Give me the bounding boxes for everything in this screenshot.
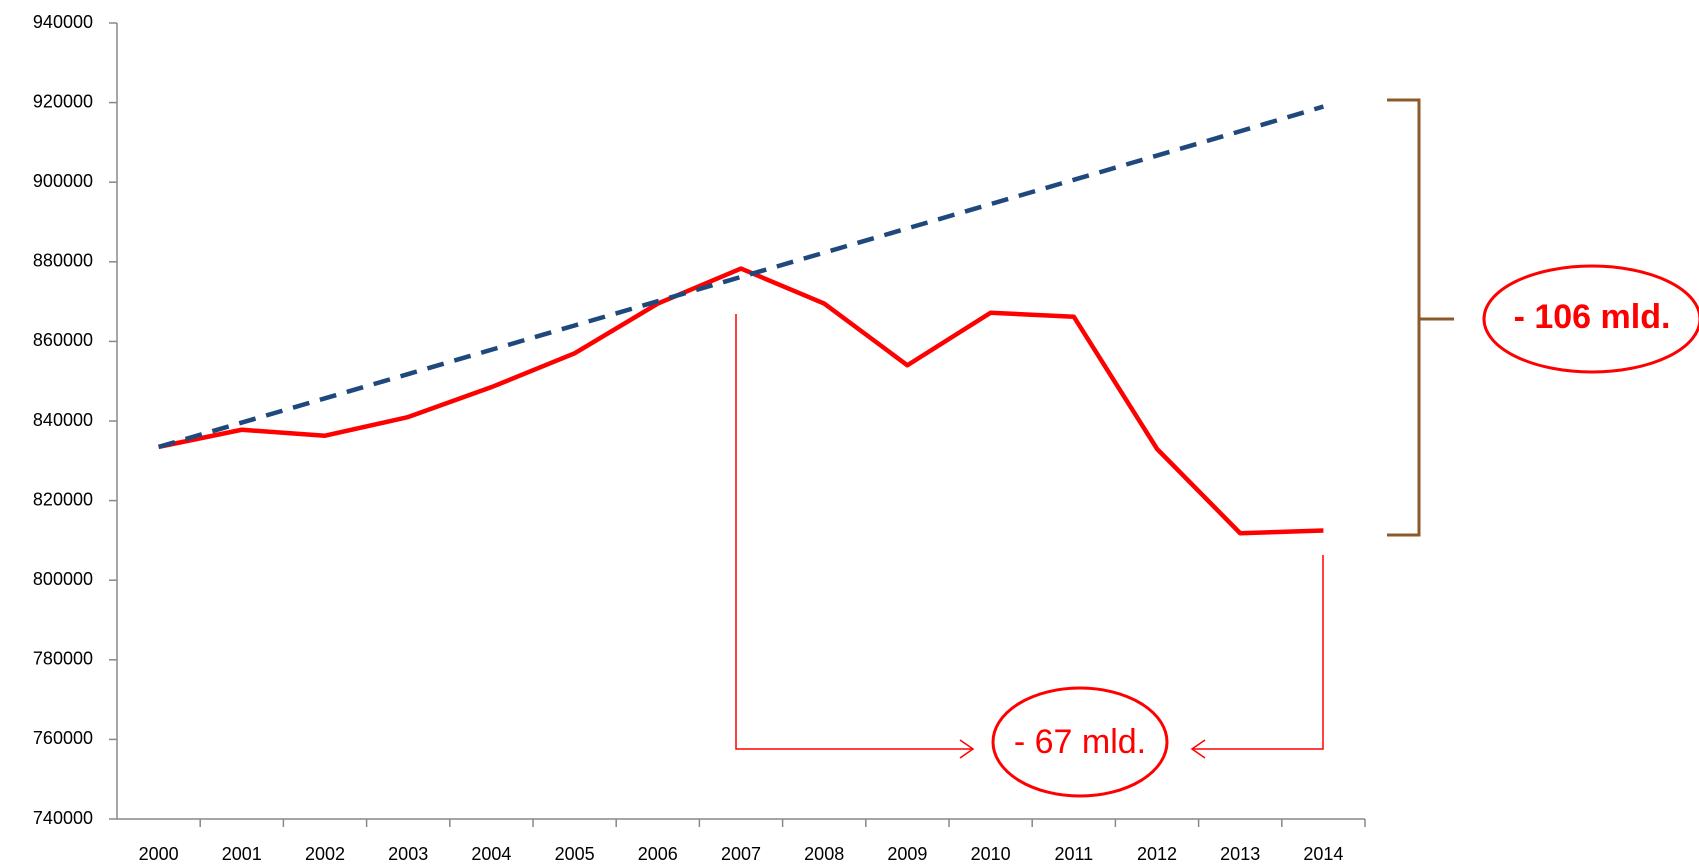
annotation: - 106 mld. (1514, 298, 1671, 336)
x-tick-label: 2000 (139, 844, 179, 864)
series-line (158, 266, 1324, 536)
y-tick-label: 820000 (33, 489, 93, 509)
y-tick-label: 860000 (33, 330, 93, 350)
y-tick-label: 780000 (33, 649, 93, 669)
bracket (1387, 98, 1454, 537)
x-tick-label: 2011 (1054, 844, 1093, 864)
y-tick-label: 880000 (33, 251, 93, 271)
y-tick-label: 800000 (33, 569, 93, 589)
annotation-ellipse (991, 686, 1169, 798)
annotation-ellipse (1482, 264, 1699, 374)
y-tick-label: 840000 (33, 410, 93, 430)
y-tick-label: 740000 (33, 808, 93, 828)
x-tick-label: 2005 (555, 844, 595, 864)
x-tick-label: 2012 (1137, 844, 1177, 864)
x-tick-label: 2008 (804, 844, 844, 864)
x-tick-label: 2014 (1303, 844, 1343, 864)
annotation: - 67 mld. (1014, 723, 1146, 761)
x-tick-label: 2010 (971, 844, 1011, 864)
y-tick-label: 940000 (33, 12, 93, 32)
series-line (157, 104, 1325, 450)
arrows (735, 314, 1324, 759)
x-tick-label: 2003 (388, 844, 428, 864)
x-tick-label: 2013 (1220, 844, 1260, 864)
y-tick-label: 920000 (33, 91, 93, 111)
x-tick-label: 2006 (638, 844, 678, 864)
y-tick-label: 760000 (33, 728, 93, 748)
x-tick-label: 2004 (471, 844, 511, 864)
x-tick-label: 2009 (887, 844, 927, 864)
x-tick-label: 2001 (222, 844, 262, 864)
x-tick-label: 2007 (721, 844, 761, 864)
x-tick-label: 2002 (305, 844, 345, 864)
y-tick-label: 900000 (33, 171, 93, 191)
